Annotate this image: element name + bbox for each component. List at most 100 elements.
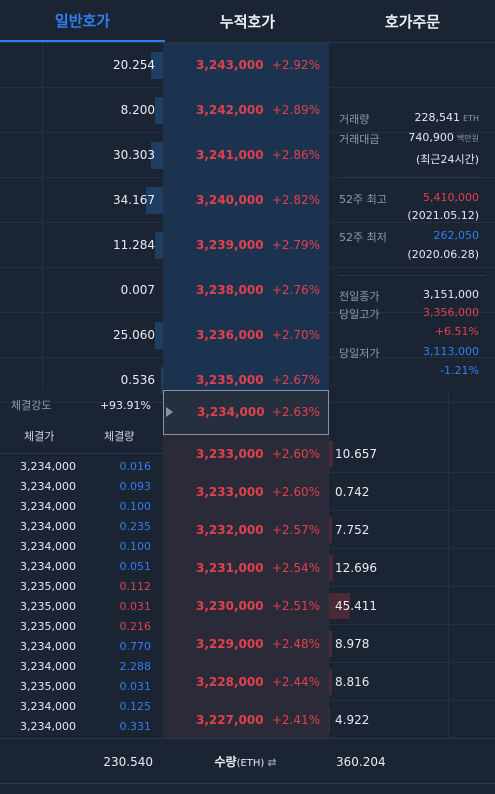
ask-size: 11.284 bbox=[113, 238, 155, 252]
ask-price-cell[interactable]: 3,241,000 +2.86% bbox=[163, 133, 328, 178]
trade-price: 3,235,000 bbox=[20, 680, 76, 693]
bid-change: +2.41% bbox=[271, 713, 320, 727]
trade-row: 3,234,000 0.125 bbox=[0, 697, 163, 717]
day-low-change: -1.21% bbox=[440, 364, 479, 377]
orderbook-footer: 230.540 수량(ETH) ⇄ 360.204 bbox=[0, 738, 495, 784]
bid-price-cell[interactable]: 3,227,000 +2.41% bbox=[163, 701, 328, 739]
trade-price: 3,234,000 bbox=[20, 520, 76, 533]
ask-price-cell[interactable]: 3,242,000 +2.89% bbox=[163, 88, 328, 133]
bid-price-cell[interactable]: 3,233,000 +2.60% bbox=[163, 473, 328, 511]
ask-price-cell[interactable]: 3,238,000 +2.76% bbox=[163, 268, 328, 313]
period-note: (최근24시간) bbox=[415, 153, 479, 166]
current-price: 3,234,000 bbox=[197, 405, 265, 419]
ask-row[interactable]: 11.284 3,239,000 +2.79% bbox=[0, 223, 495, 268]
ask-size-bar bbox=[155, 322, 163, 349]
trade-volume: 0.125 bbox=[119, 700, 152, 713]
bid-row[interactable]: 3,230,000 +2.51% 45.411 bbox=[163, 587, 495, 625]
bid-price-cell[interactable]: 3,233,000 +2.60% bbox=[163, 435, 328, 473]
bid-price-cell[interactable]: 3,231,000 +2.54% bbox=[163, 549, 328, 587]
ask-price-cell[interactable]: 3,240,000 +2.82% bbox=[163, 178, 328, 223]
quantity-unit-toggle[interactable]: 수량(ETH) ⇄ bbox=[163, 739, 328, 787]
trade-row: 3,235,000 0.031 bbox=[0, 677, 163, 697]
ask-price: 3,235,000 bbox=[196, 373, 264, 387]
ask-row[interactable]: 0.007 3,238,000 +2.76% bbox=[0, 268, 495, 313]
current-price-row[interactable]: 3,234,000 +2.63% bbox=[163, 390, 329, 435]
volume-label: 거래량 bbox=[339, 113, 370, 126]
ask-row[interactable]: 8.200 3,242,000 +2.89% bbox=[0, 88, 495, 133]
trade-volume: 0.770 bbox=[119, 640, 152, 653]
low52-value: 262,050 bbox=[433, 229, 480, 242]
prev-close-label: 전일종가 bbox=[339, 290, 380, 303]
bid-price-cell[interactable]: 3,232,000 +2.57% bbox=[163, 511, 328, 549]
ask-price: 3,241,000 bbox=[196, 148, 264, 162]
trade-volume: 0.331 bbox=[119, 720, 152, 733]
bid-size-bar bbox=[328, 669, 332, 695]
bid-row[interactable]: 3,227,000 +2.41% 4.922 bbox=[163, 701, 495, 739]
ask-price-cell[interactable]: 3,239,000 +2.79% bbox=[163, 223, 328, 268]
bid-price-cell[interactable]: 3,229,000 +2.48% bbox=[163, 625, 328, 663]
trade-row: 3,235,000 0.112 bbox=[0, 577, 163, 597]
bid-change: +2.60% bbox=[271, 447, 320, 461]
trade-price: 3,234,000 bbox=[20, 640, 76, 653]
trade-strength: 체결강도 +93.91% bbox=[0, 392, 163, 420]
bid-price: 3,232,000 bbox=[196, 523, 264, 537]
bid-price: 3,228,000 bbox=[196, 675, 264, 689]
swap-icon[interactable]: ⇄ bbox=[267, 756, 277, 769]
ask-size: 0.536 bbox=[120, 373, 155, 387]
trade-price: 3,234,000 bbox=[20, 720, 76, 733]
trade-row: 3,234,000 2.288 bbox=[0, 657, 163, 677]
trade-price: 3,234,000 bbox=[20, 500, 76, 513]
day-low-label: 당일저가 bbox=[339, 347, 380, 360]
low52-label: 52주 최저 bbox=[339, 231, 387, 244]
ask-row[interactable]: 25.060 3,236,000 +2.70% bbox=[0, 313, 495, 358]
volume-value: 228,541 ETH bbox=[414, 111, 479, 124]
current-price-change: +2.63% bbox=[271, 405, 320, 419]
bid-size-bar bbox=[328, 441, 333, 467]
ask-change: +2.82% bbox=[271, 193, 320, 207]
trade-row: 3,234,000 0.100 bbox=[0, 497, 163, 517]
ask-price: 3,240,000 bbox=[196, 193, 264, 207]
quantity-label: 수량 bbox=[214, 755, 237, 769]
bid-price-cell[interactable]: 3,228,000 +2.44% bbox=[163, 663, 328, 701]
ask-row[interactable]: 30.303 3,241,000 +2.86% bbox=[0, 133, 495, 178]
tab-general-orderbook[interactable]: 일반호가 bbox=[0, 0, 165, 42]
bid-row[interactable]: 3,231,000 +2.54% 12.696 bbox=[163, 549, 495, 587]
bid-price: 3,230,000 bbox=[196, 599, 264, 613]
ask-price: 3,239,000 bbox=[196, 238, 264, 252]
bid-size: 8.978 bbox=[335, 637, 370, 651]
bid-row[interactable]: 3,229,000 +2.48% 8.978 bbox=[163, 625, 495, 663]
ask-row[interactable]: 20.254 3,243,000 +2.92% bbox=[0, 43, 495, 88]
trade-price: 3,235,000 bbox=[20, 580, 76, 593]
bid-row[interactable]: 3,228,000 +2.44% 8.816 bbox=[163, 663, 495, 701]
bid-row[interactable]: 3,233,000 +2.60% 10.657 bbox=[163, 435, 495, 473]
day-high-value: 3,356,000 bbox=[423, 306, 479, 319]
trade-row: 3,234,000 0.100 bbox=[0, 537, 163, 557]
trade-strength-label: 체결강도 bbox=[11, 399, 52, 412]
ask-price-cell[interactable]: 3,243,000 +2.92% bbox=[163, 43, 328, 88]
ask-row[interactable]: 34.167 3,240,000 +2.82% bbox=[0, 178, 495, 223]
bid-size: 0.742 bbox=[335, 485, 370, 499]
bid-price: 3,229,000 bbox=[196, 637, 264, 651]
bid-row[interactable]: 3,232,000 +2.57% 7.752 bbox=[163, 511, 495, 549]
bid-price-cell[interactable]: 3,230,000 +2.51% bbox=[163, 587, 328, 625]
ask-price-cell[interactable]: 3,236,000 +2.70% bbox=[163, 313, 328, 358]
bid-change: +2.44% bbox=[271, 675, 320, 689]
bid-change: +2.57% bbox=[271, 523, 320, 537]
ask-size: 25.060 bbox=[113, 328, 155, 342]
trade-volume: 0.100 bbox=[119, 500, 152, 513]
bid-change: +2.51% bbox=[271, 599, 320, 613]
ask-size: 30.303 bbox=[113, 148, 155, 162]
market-info-panel: 거래량 228,541 ETH 거래대금 740,900 백만원 (최근24시간) … bbox=[330, 43, 495, 390]
trade-row: 3,235,000 0.216 bbox=[0, 617, 163, 637]
bid-change: +2.48% bbox=[271, 637, 320, 651]
ask-size: 20.254 bbox=[113, 58, 155, 72]
bid-size: 12.696 bbox=[335, 561, 377, 575]
bid-row[interactable]: 3,233,000 +2.60% 0.742 bbox=[163, 473, 495, 511]
tab-cumulative-orderbook[interactable]: 누적호가 bbox=[219, 12, 276, 31]
tab-orderbook-order[interactable]: 호가주문 bbox=[384, 12, 441, 31]
ask-price: 3,238,000 bbox=[196, 283, 264, 297]
ask-size-bar bbox=[151, 142, 163, 169]
bid-size-bar bbox=[328, 631, 332, 657]
trade-price: 3,235,000 bbox=[20, 620, 76, 633]
ask-size-bar bbox=[146, 187, 163, 214]
